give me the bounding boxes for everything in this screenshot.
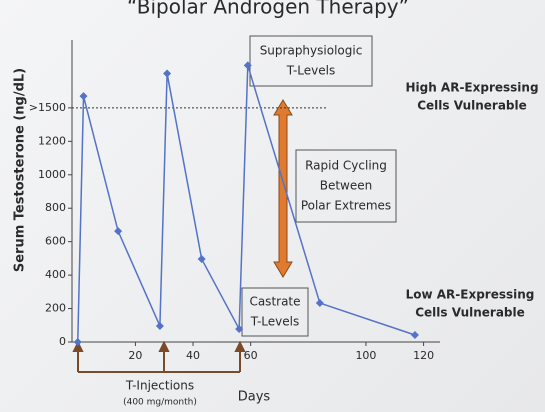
annotation: T-Levels [250,315,300,329]
data-point [163,69,172,78]
data-point [155,321,164,330]
injection-markers [72,340,246,373]
annotation: Castrate [249,295,300,309]
x-tick-label: 60 [244,349,258,362]
y-tick-label: 600 [45,235,66,248]
annotation: Cells Vulnerable [415,306,525,320]
annotation: T-Injections [125,379,194,393]
data-point [410,330,419,339]
annotation: Rapid Cycling [305,159,387,173]
y-tick-label: 0 [59,335,66,348]
range-arrow [273,99,293,278]
x-tick-label: 40 [186,349,200,362]
data-point [235,324,244,333]
data-point [315,299,324,308]
y-tick-label: 1000 [38,168,66,181]
annotation: T-Levels [286,64,336,78]
x-tick-label: 20 [128,349,142,362]
annotation: Supraphysiologic [260,44,363,58]
annotation: (400 mg/month) [123,398,197,408]
x-axis-label: Days [238,390,271,405]
annotation-box [249,35,373,87]
y-tick-label: 800 [45,201,66,214]
data-point [197,255,206,264]
annotation: Between [320,179,373,193]
y-tick-label: 400 [45,268,66,281]
x-tick-label: 100 [355,349,376,362]
data-point [79,92,88,101]
annotation: Cells Vulnerable [417,99,527,113]
y-tick-label: 200 [45,302,66,315]
data-point [73,338,82,346]
annotation-box [295,149,397,223]
annotation-box [241,287,309,337]
annotation: Low AR-Expressing [406,288,535,302]
x-tick-label: 120 [413,349,434,362]
y-axis-label: Serum Testosterone (ng/dL) [13,68,28,272]
data-point [114,227,123,236]
chart-title: “Bipolar Androgen Therapy” [127,0,409,19]
annotation: High AR-Expressing [405,81,538,95]
annotation: Polar Extremes [301,199,391,213]
data-line [77,65,416,343]
y-tick-label: 1200 [38,134,66,147]
y-tick-label: >1500 [29,101,66,114]
data-point [243,61,252,70]
